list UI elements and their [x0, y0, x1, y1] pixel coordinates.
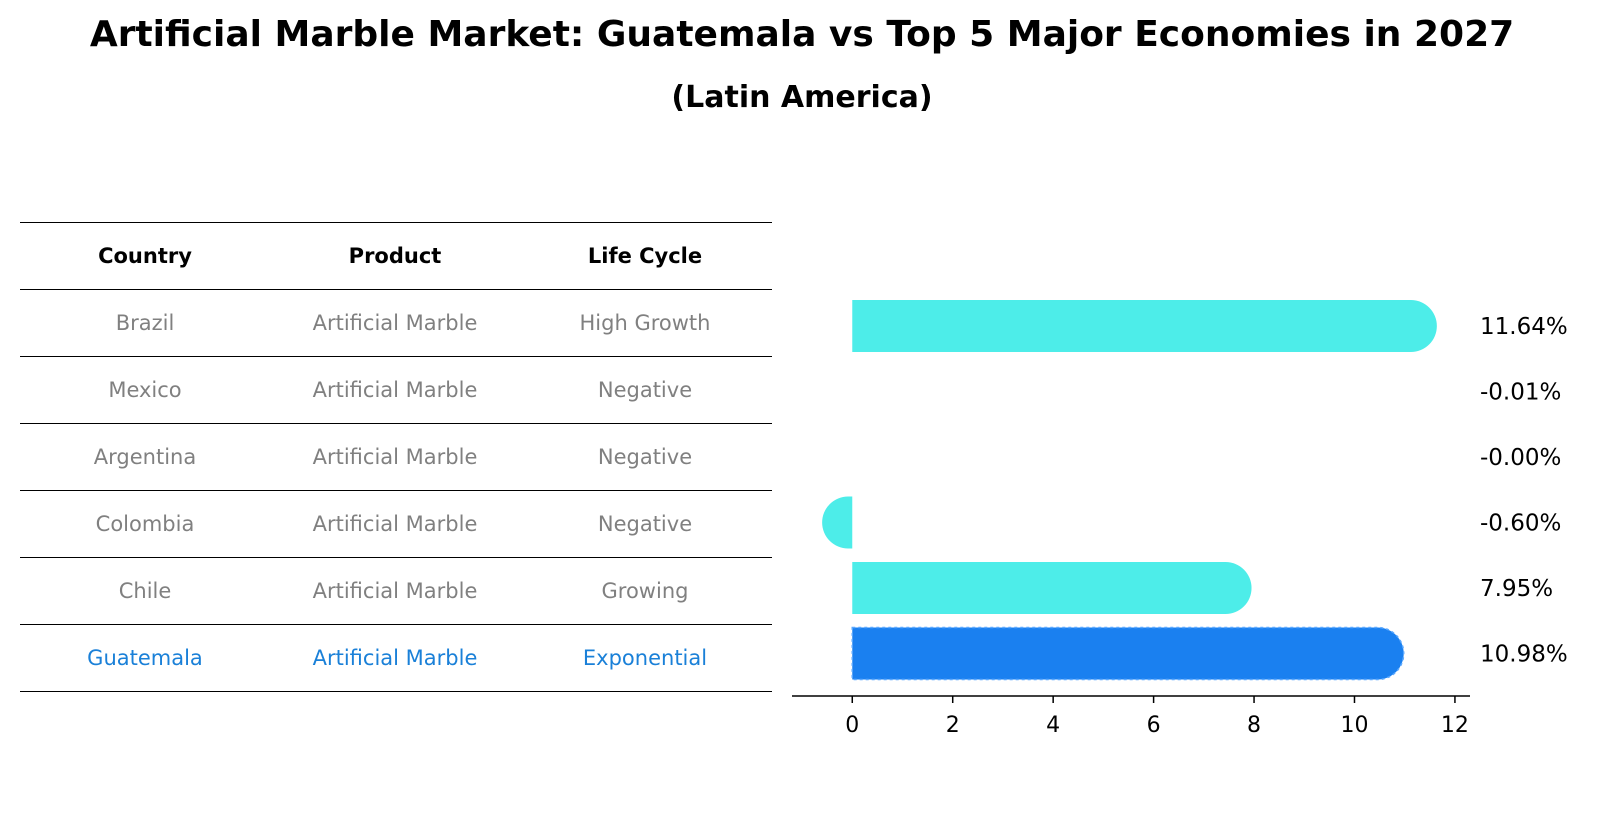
cell-product: Artificial Marble	[312, 445, 478, 469]
value-label-mexico: -0.01%	[1480, 380, 1561, 406]
table-row: Argentina Artificial Marble Negative	[20, 423, 772, 490]
bar-chile	[852, 562, 1252, 614]
header-country: Country	[98, 244, 192, 268]
cell-life-cycle: High Growth	[579, 311, 711, 335]
x-tick-label: 12	[1441, 713, 1469, 738]
cell-life-cycle: Negative	[597, 512, 693, 536]
cell-country: Mexico	[108, 378, 182, 402]
x-tick-label: 10	[1340, 713, 1368, 738]
table-row: Brazil Artificial Marble High Growth	[20, 289, 772, 356]
cell-country: Brazil	[115, 311, 175, 335]
bar-brazil	[852, 300, 1437, 352]
cell-product: Artificial Marble	[312, 311, 478, 335]
cell-product: Artificial Marble	[312, 512, 478, 536]
cell-country: Argentina	[93, 445, 197, 469]
bar-colombia	[822, 496, 853, 549]
cell-life-cycle: Negative	[597, 378, 693, 402]
value-label-argentina: -0.00%	[1480, 445, 1561, 471]
table-row: Mexico Artificial Marble Negative	[20, 356, 772, 423]
cell-country: Colombia	[95, 512, 195, 536]
table-row-highlighted: Guatemala Artificial Marble Exponential	[20, 624, 772, 692]
header-life-cycle: Life Cycle	[587, 244, 703, 268]
value-label-guatemala: 10.98%	[1480, 642, 1568, 668]
cell-life-cycle: Negative	[597, 445, 693, 469]
x-tick-label: 6	[1147, 713, 1161, 738]
x-tick-label: 4	[1046, 713, 1060, 738]
cell-product: Artificial Marble	[312, 579, 478, 603]
header-product: Product	[348, 244, 442, 268]
cell-product: Artificial Marble	[312, 378, 478, 402]
value-label-brazil: 11.64%	[1480, 314, 1568, 340]
value-label-colombia: -0.60%	[1480, 511, 1561, 537]
country-table: Country Product Life Cycle Brazil Artifi…	[20, 222, 772, 692]
value-label-chile: 7.95%	[1480, 576, 1553, 602]
table-row: Chile Artificial Marble Growing	[20, 557, 772, 624]
table-header-row: Country Product Life Cycle	[20, 222, 772, 289]
chart-subtitle: (Latin America)	[671, 80, 933, 115]
x-tick-label: 2	[946, 713, 960, 738]
cell-product: Artificial Marble	[312, 646, 478, 670]
cell-life-cycle: Exponential	[582, 646, 708, 670]
x-tick-label: 8	[1247, 713, 1261, 738]
bar-guatemala	[851, 626, 1405, 681]
chart-title: Artificial Marble Market: Guatemala vs T…	[89, 14, 1515, 55]
cell-country: Guatemala	[87, 646, 203, 670]
cell-life-cycle: Growing	[601, 579, 689, 603]
x-tick-label: 0	[845, 713, 859, 738]
cell-country: Chile	[118, 579, 172, 603]
table-row: Colombia Artificial Marble Negative	[20, 490, 772, 557]
